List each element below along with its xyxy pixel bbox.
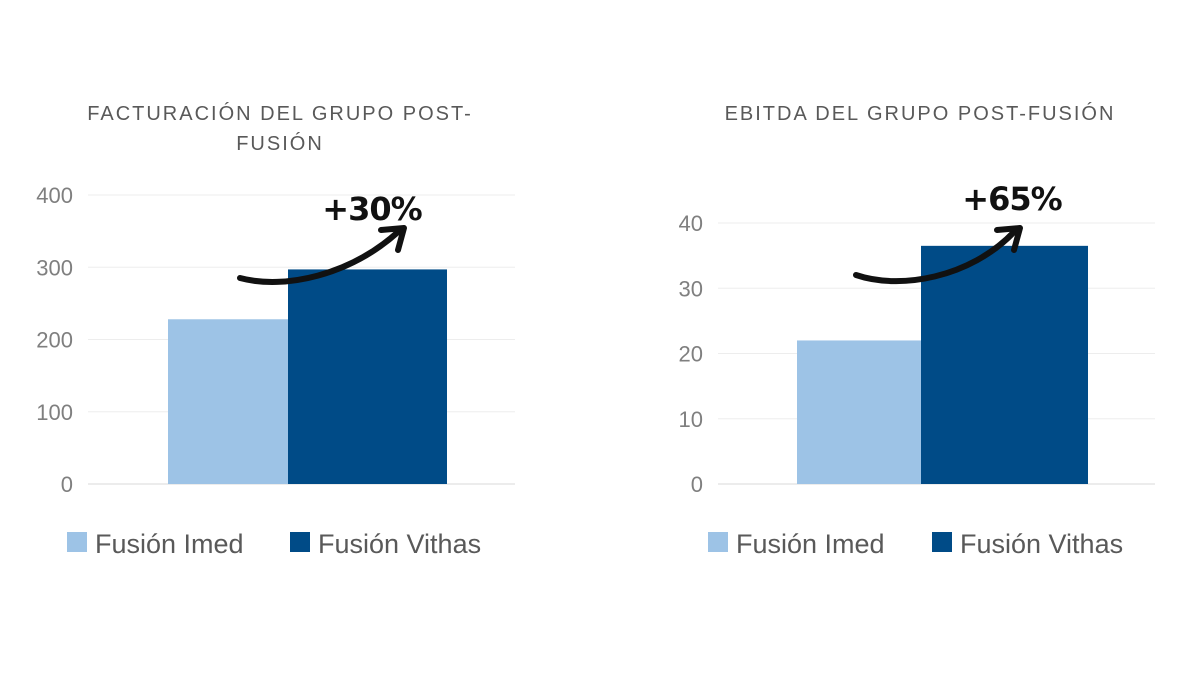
- growth-arrow-head-icon: [994, 225, 1023, 253]
- chart-facturacion-svg: FACTURACIÓN DEL GRUPO POST- FUSIÓN 0 100…: [36, 102, 515, 559]
- chart-title-line-2: FUSIÓN: [236, 132, 324, 155]
- chart-title-line-1: EBITDA DEL GRUPO POST-FUSIÓN: [725, 102, 1116, 125]
- legend-swatch-vithas: [290, 532, 310, 552]
- y-tick-label: 100: [36, 400, 73, 425]
- legend-label-vithas: Fusión Vithas: [318, 529, 481, 559]
- y-tick-label: 30: [679, 276, 703, 301]
- chart-ebitda-svg: EBITDA DEL GRUPO POST-FUSIÓN 0 10 20 30 …: [679, 102, 1155, 559]
- y-tick-label: 300: [36, 255, 73, 280]
- y-tick-label: 400: [36, 183, 73, 208]
- y-tick-label: 0: [691, 472, 703, 497]
- bar-fusion-vithas: [288, 269, 447, 484]
- y-tick-label: 10: [679, 407, 703, 432]
- legend-label-imed: Fusión Imed: [736, 529, 885, 559]
- legend-label-vithas: Fusión Vithas: [960, 529, 1123, 559]
- legend-swatch-imed: [708, 532, 728, 552]
- growth-arrow-head-icon: [378, 225, 407, 253]
- bar-fusion-imed: [168, 319, 288, 484]
- legend-swatch-imed: [67, 532, 87, 552]
- growth-annotation: +65%: [962, 180, 1062, 218]
- legend-label-imed: Fusión Imed: [95, 529, 244, 559]
- y-tick-label: 200: [36, 328, 73, 353]
- legend-swatch-vithas: [932, 532, 952, 552]
- chart-title-line-1: FACTURACIÓN DEL GRUPO POST-: [87, 102, 473, 125]
- bar-fusion-imed: [797, 340, 921, 484]
- growth-arrow-icon: [853, 229, 1017, 285]
- chart-facturacion: FACTURACIÓN DEL GRUPO POST- FUSIÓN 0 100…: [36, 102, 515, 559]
- bar-fusion-vithas: [921, 245, 1088, 484]
- growth-annotation: +30%: [322, 190, 422, 228]
- chart-ebitda: EBITDA DEL GRUPO POST-FUSIÓN 0 10 20 30 …: [600, 0, 1200, 675]
- growth-arrow-icon: [237, 229, 401, 285]
- y-tick-label: 20: [679, 342, 703, 367]
- y-tick-label: 40: [679, 211, 703, 236]
- y-tick-label: 0: [61, 472, 73, 497]
